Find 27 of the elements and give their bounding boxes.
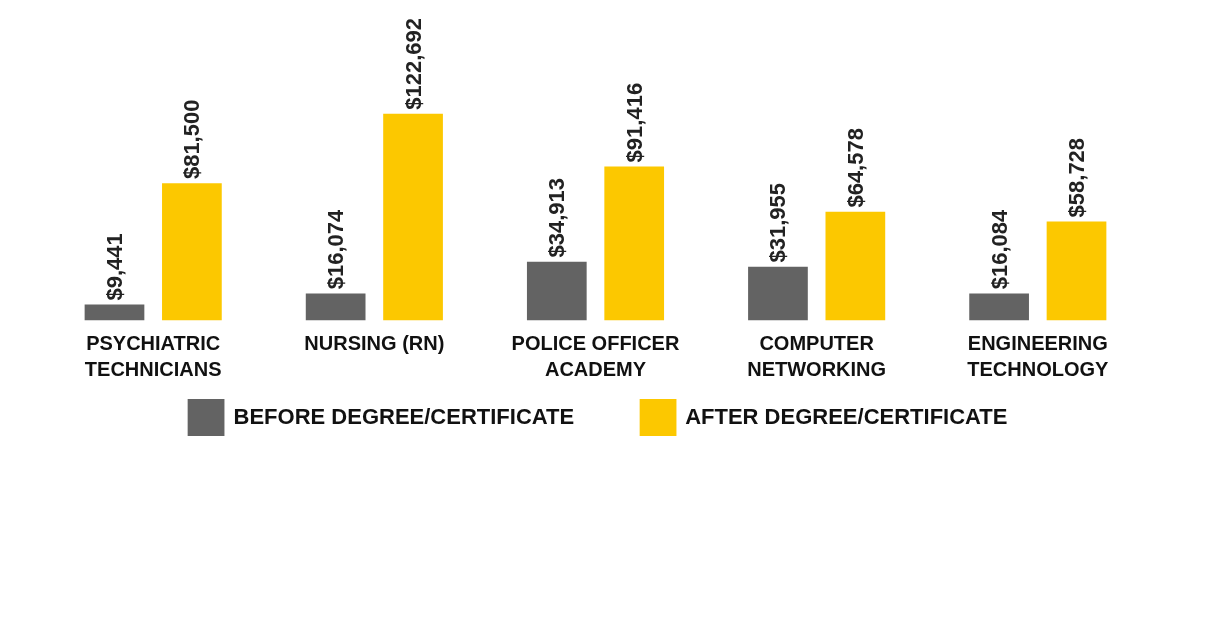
x-tick-label: ENGINEERING TECHNOLOGY [967, 331, 1110, 380]
bar [825, 211, 886, 321]
bar [383, 113, 443, 321]
legend-label: AFTER DEGREE/CERTIFICATE [685, 404, 1008, 430]
data-label: $81,500 [179, 99, 205, 180]
bar [1046, 221, 1107, 321]
data-label: $91,416 [621, 82, 647, 163]
data-label: $64,578 [842, 128, 868, 208]
bar [748, 266, 808, 321]
data-label: $16,084 [986, 208, 1012, 290]
data-label: $58,728 [1064, 137, 1090, 218]
bar [305, 293, 366, 321]
bar [162, 183, 222, 321]
x-tick-label: COMPUTER NETWORKING [747, 331, 887, 380]
data-label: $34,913 [544, 178, 570, 258]
bar [604, 166, 665, 321]
bar [526, 261, 587, 321]
legend-label: BEFORE DEGREE/CERTIFICATE [233, 404, 575, 430]
bar [84, 304, 145, 321]
x-tick-label: POLICE OFFICER ACADEMY [511, 331, 680, 380]
data-label: $16,074 [323, 209, 349, 290]
x-tick-label: PSYCHIATRIC TECHNICIANS [84, 331, 222, 380]
x-tick-label: NURSING (RN) [304, 331, 445, 354]
data-label: $9,441 [101, 233, 127, 301]
bar [969, 293, 1029, 321]
data-label: $31,955 [765, 183, 791, 263]
data-label: $122,692 [400, 17, 426, 110]
